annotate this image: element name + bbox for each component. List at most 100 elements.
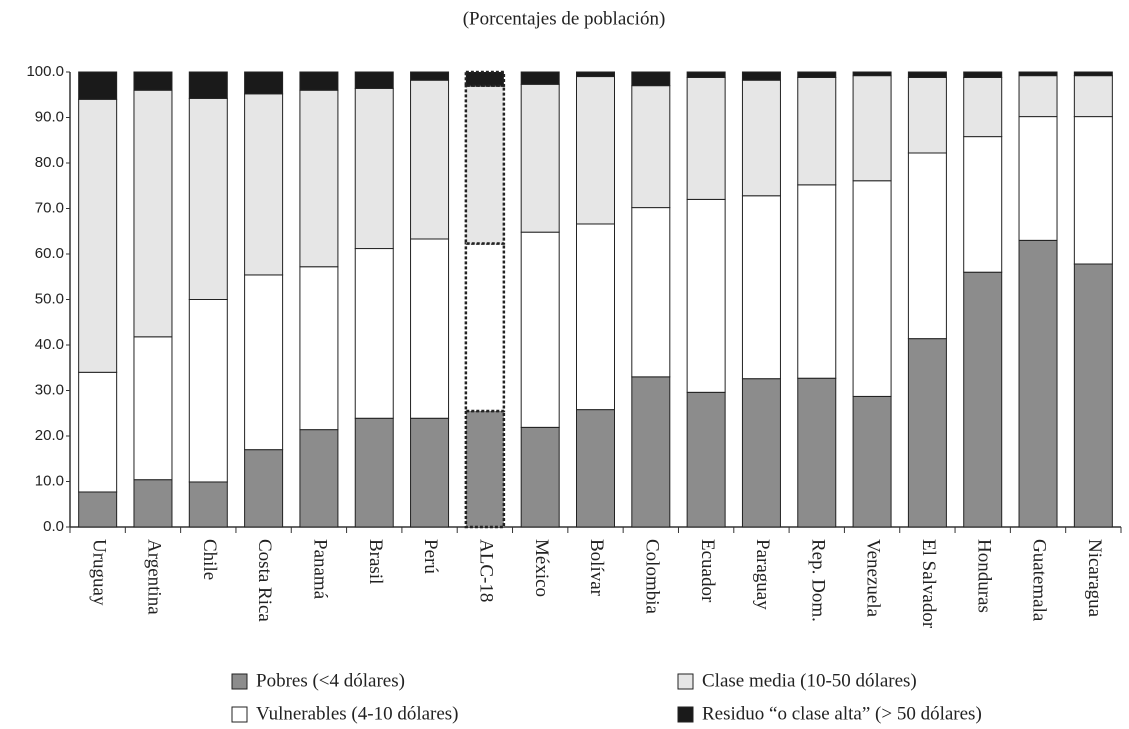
bar-segment xyxy=(464,84,506,245)
bar-segment xyxy=(244,71,284,95)
bar-segment xyxy=(576,71,615,78)
bar-segment xyxy=(244,93,284,276)
bar-segment xyxy=(299,429,339,528)
bar-segment xyxy=(1018,239,1058,528)
bar-segment xyxy=(1073,71,1113,77)
legend-label: Residuo “o clase alta” (> 50 dólares) xyxy=(702,703,982,724)
bar-segment xyxy=(520,83,560,233)
bar-segment xyxy=(963,271,1003,528)
bar-segment xyxy=(1018,71,1058,77)
bar-segment xyxy=(963,136,1003,273)
x-tick-label: Guatemala xyxy=(1029,539,1050,622)
bar-segment xyxy=(133,89,173,338)
x-tick-label: Venezuela xyxy=(863,539,884,618)
bar-segment xyxy=(520,231,560,428)
bar-segment xyxy=(410,417,450,528)
bar-segment xyxy=(631,71,671,87)
x-tick-label: Honduras xyxy=(973,539,994,613)
bar-segment xyxy=(299,89,339,268)
y-tick-label: 90.0 xyxy=(35,108,64,125)
bar-segment xyxy=(299,266,339,431)
legend-label: Vulnerables (4-10 dólares) xyxy=(256,703,459,724)
x-tick-label: México xyxy=(531,539,552,597)
bar-segment xyxy=(1018,75,1058,118)
bar-segment xyxy=(133,336,173,481)
bar-segment xyxy=(631,376,671,528)
y-tick-label: 60.0 xyxy=(35,245,64,262)
legend-label: Clase media (10-50 dólares) xyxy=(702,670,917,691)
bar-segment xyxy=(741,79,781,197)
y-tick-label: 0.0 xyxy=(43,518,64,535)
bar-segment xyxy=(797,76,837,186)
bar-segment xyxy=(1073,75,1113,118)
bar-segment xyxy=(464,242,506,413)
bar-segment xyxy=(464,409,506,529)
y-tick-label: 30.0 xyxy=(35,381,64,398)
bar-segment xyxy=(133,479,173,528)
bar-segment xyxy=(631,85,671,209)
bar-segment xyxy=(410,71,450,81)
bar-segment xyxy=(576,409,615,528)
x-tick-label: Panamá xyxy=(310,539,331,600)
bar-segment xyxy=(907,71,947,78)
bar-segment xyxy=(741,71,781,81)
x-tick-label: Paraguay xyxy=(752,539,773,610)
bar-segment xyxy=(78,71,118,100)
y-tick-label: 100.0 xyxy=(26,63,64,80)
bar-segment xyxy=(133,71,173,91)
bar-segment xyxy=(576,223,615,411)
bar-segment xyxy=(464,70,506,87)
y-tick-label: 70.0 xyxy=(35,199,64,216)
x-tick-label: Chile xyxy=(199,539,220,580)
bar-segment xyxy=(852,395,892,528)
bar-segment xyxy=(299,71,339,91)
bar-segment xyxy=(686,391,726,528)
bar-segment xyxy=(410,238,450,419)
bar-segment xyxy=(852,71,892,77)
bar-segment xyxy=(963,76,1003,138)
bar-segment xyxy=(741,195,781,380)
bar-segment xyxy=(354,87,394,250)
bar-segment xyxy=(797,71,837,78)
bar-segment xyxy=(1073,263,1113,528)
legend-swatch xyxy=(677,706,694,723)
legend-swatch xyxy=(231,673,248,690)
bar-segment xyxy=(244,449,284,528)
bar-segment xyxy=(686,71,726,78)
bar-segment xyxy=(576,76,615,225)
x-tick-label: Nicaragua xyxy=(1084,539,1105,618)
y-tick-label: 50.0 xyxy=(35,290,64,307)
bar-segment xyxy=(741,378,781,528)
bar-segment xyxy=(1018,116,1058,241)
bar-segment xyxy=(797,377,837,528)
bar-segment xyxy=(78,371,118,493)
x-tick-label: Argentina xyxy=(144,539,165,615)
chart-title: (Porcentajes de población) xyxy=(463,8,666,29)
bar-segment xyxy=(963,71,1003,78)
x-tick-label: Perú xyxy=(420,539,441,574)
bar-segment xyxy=(188,71,228,99)
legend-label: Pobres (<4 dólares) xyxy=(256,670,405,691)
x-tick-label: Bolívar xyxy=(586,539,607,597)
legend-swatch xyxy=(677,673,694,690)
x-tick-label: Rep. Dom. xyxy=(807,539,828,622)
bar-segment xyxy=(852,75,892,182)
x-tick-label: El Salvador xyxy=(918,539,939,629)
x-tick-label: Uruguay xyxy=(88,539,109,606)
x-tick-label: Brasil xyxy=(365,539,386,584)
x-tick-label: Colombia xyxy=(641,539,662,615)
bar-segment xyxy=(188,299,228,483)
x-tick-label: Costa Rica xyxy=(254,539,275,622)
bar-segment xyxy=(797,184,837,379)
y-tick-label: 10.0 xyxy=(35,472,64,489)
bar-segment xyxy=(244,274,284,451)
bar-segment xyxy=(410,79,450,240)
bar-segment xyxy=(907,76,947,154)
bar-segment xyxy=(78,491,118,528)
bar-segment xyxy=(907,338,947,528)
bar-segment xyxy=(354,71,394,89)
x-tick-label: ALC-18 xyxy=(476,539,497,602)
legend-swatch xyxy=(231,706,248,723)
